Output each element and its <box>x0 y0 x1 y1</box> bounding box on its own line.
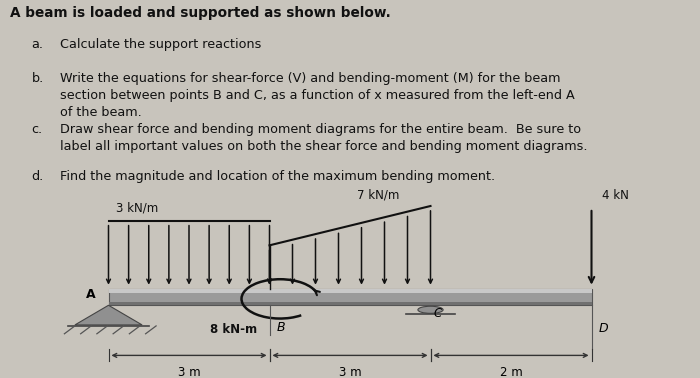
Bar <box>108 302 592 305</box>
Text: C: C <box>434 307 442 320</box>
Bar <box>108 288 592 305</box>
Text: Calculate the support reactions: Calculate the support reactions <box>60 38 261 51</box>
Text: 3 kN/m: 3 kN/m <box>116 202 158 215</box>
Text: a.: a. <box>32 38 43 51</box>
Circle shape <box>418 306 443 313</box>
Text: Write the equations for shear-force (V) and bending-moment (M) for the beam
sect: Write the equations for shear-force (V) … <box>60 72 574 119</box>
Text: A beam is loaded and supported as shown below.: A beam is loaded and supported as shown … <box>10 6 391 20</box>
Text: 7 kN/m: 7 kN/m <box>357 188 399 201</box>
Text: 3 m: 3 m <box>178 366 200 378</box>
Text: D: D <box>598 322 608 335</box>
Text: b.: b. <box>32 72 43 85</box>
Bar <box>108 288 592 293</box>
Text: 3 m: 3 m <box>339 366 361 378</box>
Polygon shape <box>75 305 142 325</box>
Text: 8 kN-m: 8 kN-m <box>210 323 257 336</box>
Text: 4 kN: 4 kN <box>602 189 629 202</box>
Text: B: B <box>276 321 285 334</box>
Text: Draw shear force and bending moment diagrams for the entire beam.  Be sure to
la: Draw shear force and bending moment diag… <box>60 123 587 153</box>
Text: Find the magnitude and location of the maximum bending moment.: Find the magnitude and location of the m… <box>60 170 495 183</box>
Text: d.: d. <box>32 170 43 183</box>
Text: 2 m: 2 m <box>500 366 522 378</box>
Text: A: A <box>86 288 96 301</box>
Text: c.: c. <box>32 123 43 136</box>
